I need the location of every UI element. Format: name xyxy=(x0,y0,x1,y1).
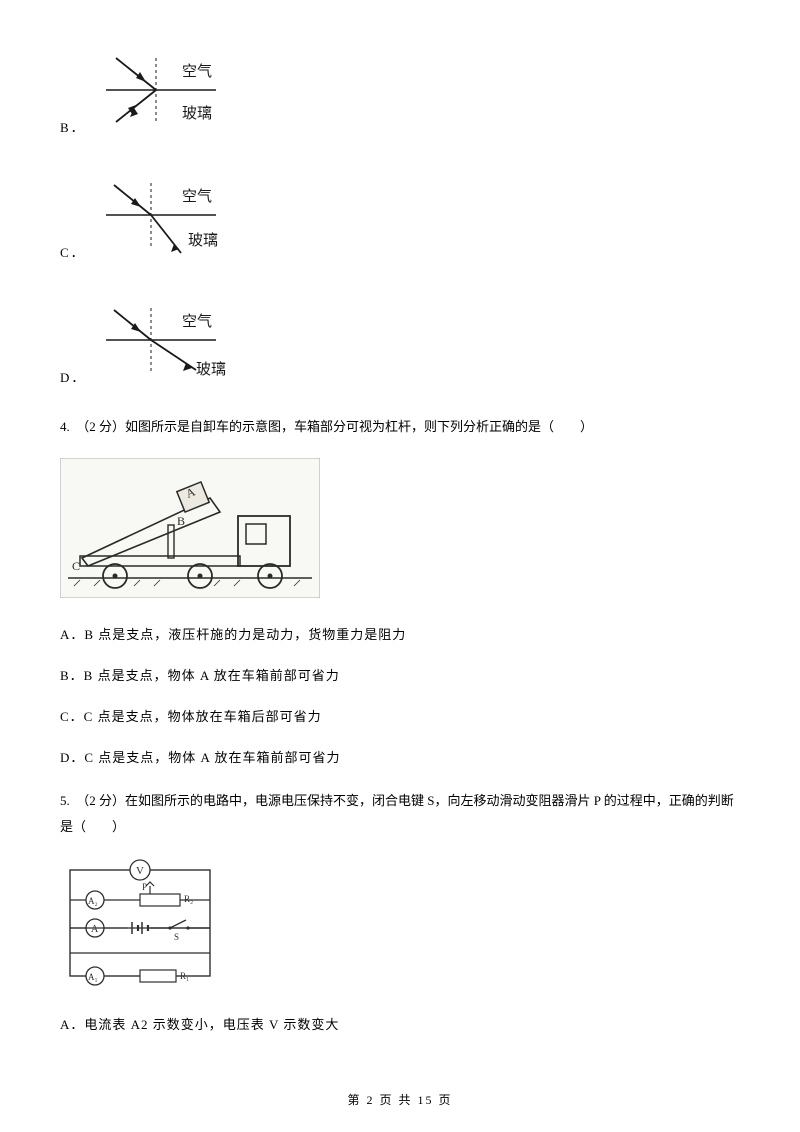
refraction-diagram-d: 空气 玻璃 xyxy=(96,290,246,397)
air-text-b: 空气 xyxy=(182,63,212,80)
option-b-label: B． xyxy=(60,118,86,139)
circuit-diagram: V A₂ P R₂ A S A₁ xyxy=(60,858,740,995)
q4-option-b: B．B 点是支点，物体 A 放在车箱前部可省力 xyxy=(60,666,740,687)
svg-text:S: S xyxy=(174,932,179,942)
svg-text:R₁: R₁ xyxy=(180,971,189,981)
svg-text:C: C xyxy=(72,559,80,573)
svg-text:R₂: R₂ xyxy=(184,894,193,904)
q4-option-c: C．C 点是支点，物体放在车箱后部可省力 xyxy=(60,707,740,728)
glass-text-c: 玻璃 xyxy=(188,232,218,249)
svg-text:A: A xyxy=(91,924,99,935)
option-d-label: D． xyxy=(60,368,86,389)
question-4-text: 4. （2 分）如图所示是自卸车的示意图，车箱部分可视为杠杆，则下列分析正确的是… xyxy=(60,414,740,440)
option-c-row: C． 空气 玻璃 xyxy=(60,165,740,272)
option-d-row: D． 空气 玻璃 xyxy=(60,290,740,397)
air-text-d: 空气 xyxy=(182,313,212,330)
truck-diagram: A B C xyxy=(60,458,740,605)
q5-option-a: A．电流表 A2 示数变小，电压表 V 示数变大 xyxy=(60,1015,740,1036)
svg-text:B: B xyxy=(177,514,185,528)
svg-text:P: P xyxy=(142,882,147,892)
air-text-c: 空气 xyxy=(182,188,212,205)
glass-text-d: 玻璃 xyxy=(196,361,226,378)
refraction-diagram-c: 空气 玻璃 xyxy=(96,165,246,272)
svg-text:A₁: A₁ xyxy=(88,972,98,982)
page-footer: 第 2 页 共 15 页 xyxy=(0,1091,800,1110)
q4-option-d: D．C 点是支点，物体 A 放在车箱前部可省力 xyxy=(60,748,740,769)
q4-option-a: A．B 点是支点，液压杆施的力是动力，货物重力是阻力 xyxy=(60,625,740,646)
option-b-row: B． 空气 玻璃 xyxy=(60,40,740,147)
refraction-diagram-b: 空气 玻璃 xyxy=(96,40,246,147)
glass-text-b: 玻璃 xyxy=(182,105,212,122)
svg-text:V: V xyxy=(136,865,144,877)
option-c-label: C． xyxy=(60,243,86,264)
svg-text:A₂: A₂ xyxy=(88,896,98,906)
question-5-text: 5. （2 分）在如图所示的电路中，电源电压保持不变，闭合电键 S，向左移动滑动… xyxy=(60,788,740,840)
